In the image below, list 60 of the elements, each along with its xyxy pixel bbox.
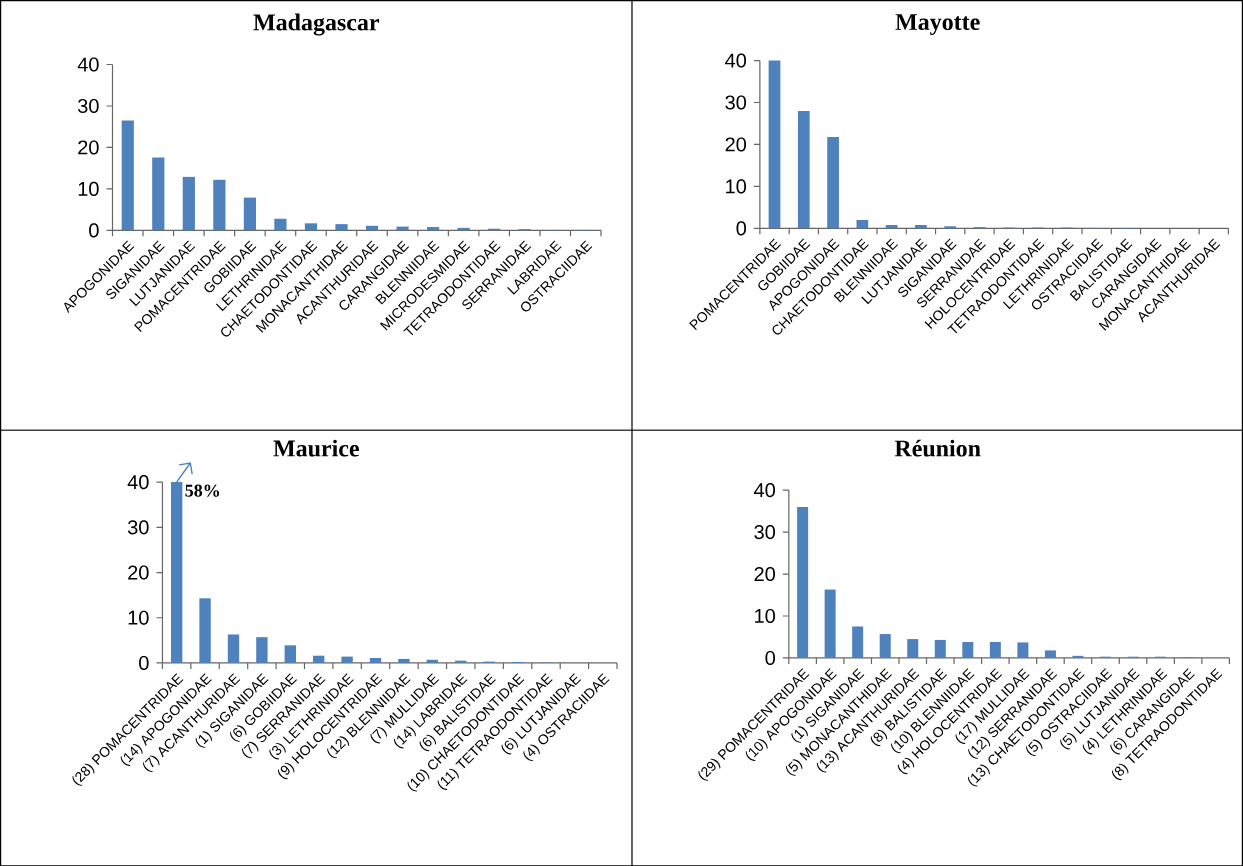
y-tick-label: 10 (726, 179, 747, 194)
y-tick-label: 40 (77, 57, 99, 72)
chart-title: Madagascar (253, 13, 380, 36)
bar (856, 219, 869, 229)
y-tick-label: 30 (77, 98, 99, 113)
y-tick-label: 20 (754, 566, 776, 581)
y-tick-label: 40 (127, 474, 149, 490)
y-tick-label: 30 (754, 524, 776, 539)
y-tick-label: 40 (754, 482, 776, 498)
bar (152, 157, 165, 231)
bar (915, 224, 927, 229)
bar (121, 120, 134, 231)
bar (284, 645, 296, 663)
y-tick-label: 30 (725, 95, 747, 110)
bar (304, 223, 318, 231)
y-tick-label: 40 (725, 53, 747, 68)
bar (827, 136, 839, 229)
chart-title: Réunion (894, 439, 981, 457)
bar (182, 176, 195, 231)
bar (885, 224, 898, 229)
bar (1017, 642, 1029, 658)
y-tick-label: 30 (127, 520, 149, 535)
y-tick-label: 0 (736, 221, 747, 236)
bar (335, 223, 348, 231)
bar (907, 638, 919, 658)
bar (989, 641, 1001, 658)
bar (824, 589, 836, 658)
bar (341, 656, 353, 663)
y-tick-label: 20 (725, 137, 747, 152)
bar (1072, 655, 1084, 658)
bar (797, 110, 810, 229)
bar (398, 658, 410, 663)
bar (227, 634, 240, 663)
y-tick-label: 10 (128, 610, 149, 625)
bar (944, 226, 957, 229)
y-tick-label: 20 (78, 140, 99, 155)
y-tick-label: 10 (78, 181, 99, 196)
bar (313, 655, 325, 663)
bar (274, 218, 287, 231)
bar (962, 641, 974, 658)
y-tick-label: 0 (89, 223, 99, 238)
bar (243, 197, 256, 231)
chart-title: Maurice (273, 439, 359, 457)
y-tick-label: 10 (755, 608, 776, 623)
bar (1044, 650, 1056, 658)
y-tick-label: 20 (128, 565, 149, 580)
bar (213, 179, 226, 231)
chart-title: Mayotte (895, 13, 980, 35)
bar (797, 506, 809, 658)
annotation: 58% (185, 484, 220, 497)
bar (852, 626, 864, 658)
y-tick-label: 0 (765, 650, 776, 665)
bar (768, 60, 781, 229)
bar (934, 639, 946, 658)
bar (199, 598, 211, 663)
bar (256, 637, 268, 663)
y-tick-label: 0 (139, 655, 149, 670)
bar (879, 633, 891, 658)
bar (369, 657, 382, 663)
bar (426, 659, 439, 663)
